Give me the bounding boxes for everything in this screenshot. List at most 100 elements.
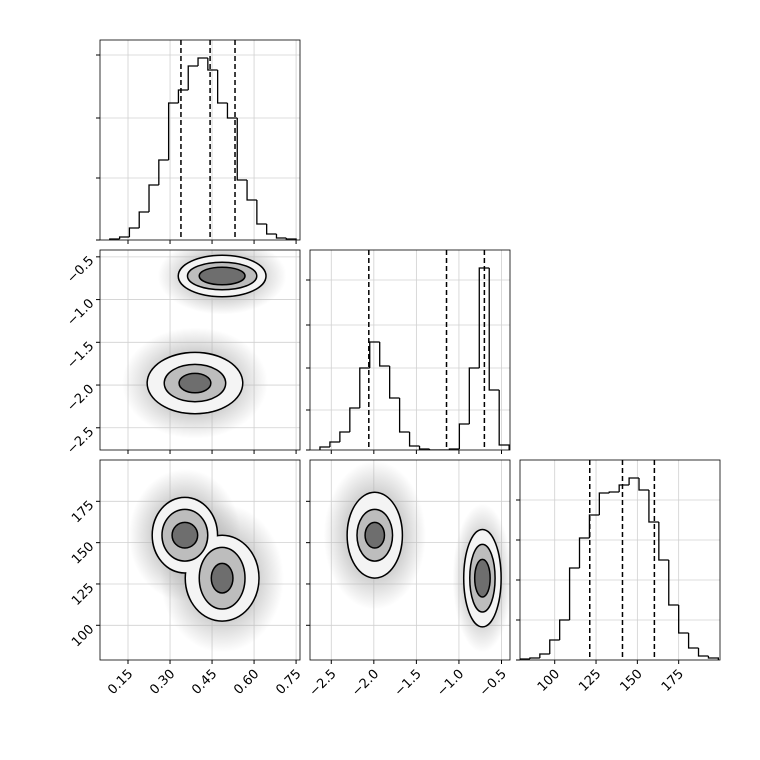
- plot-area: [122, 250, 287, 439]
- panel-frame: [99, 39, 301, 241]
- panel-frame: [309, 459, 511, 661]
- y-tick-label: −2.0: [64, 382, 97, 415]
- histogram-bar: [256, 200, 267, 225]
- histogram-bar: [588, 514, 600, 538]
- contour-fill: [365, 523, 384, 548]
- panel-frame: [309, 249, 511, 451]
- x-tick-label: −0.5: [477, 667, 510, 700]
- x-tick-label: 150: [617, 667, 645, 695]
- y-tick-label: 175: [69, 498, 97, 526]
- histogram-bar: [187, 65, 199, 90]
- histogram-bar: [648, 490, 659, 523]
- histogram-bar: [128, 227, 140, 237]
- panel: −2.5 −2.0 −1.5 −1.0 −0.5: [306, 459, 511, 700]
- histogram-bar: [339, 431, 350, 442]
- y-tick-label: −1.5: [64, 339, 97, 372]
- histogram-bar: [408, 432, 420, 447]
- histogram-bar: [369, 341, 380, 368]
- x-tick-label: 0.60: [231, 667, 262, 698]
- histogram-bar: [608, 491, 620, 493]
- x-tick-label: 0.30: [147, 667, 178, 698]
- y-tick-label: 125: [69, 581, 97, 609]
- histogram-bar: [598, 492, 610, 515]
- histogram-bar: [359, 367, 370, 408]
- histogram-bar: [398, 398, 410, 433]
- histogram-bar: [266, 224, 277, 235]
- histogram-bar: [549, 639, 560, 654]
- histogram-bar: [216, 70, 228, 104]
- histogram-bar: [618, 484, 630, 492]
- y-tick-label: −1.0: [64, 296, 97, 329]
- x-tick-label: −1.0: [434, 667, 467, 700]
- contour-fill: [200, 267, 245, 285]
- y-tick-label: 100: [69, 622, 97, 650]
- histogram-bar: [138, 211, 150, 228]
- panel: 0.15 0.30 0.45 0.60 0.75 100 125 150 175: [69, 459, 304, 698]
- x-tick-label: 0.75: [273, 667, 304, 698]
- histogram-bar: [520, 658, 530, 660]
- histogram-bar: [207, 58, 218, 71]
- histogram-bar: [707, 656, 719, 660]
- histogram-bar: [418, 446, 430, 450]
- x-tick-label: −1.5: [392, 667, 425, 700]
- histogram-bar: [236, 118, 248, 181]
- x-tick-label: −2.0: [349, 667, 382, 700]
- contour-fill: [212, 564, 233, 593]
- y-tick-label: −2.5: [64, 424, 97, 457]
- histogram-bar: [498, 390, 510, 450]
- histogram-bar: [578, 537, 590, 568]
- histogram-bar: [428, 449, 440, 450]
- histogram-bar: [158, 159, 169, 185]
- histogram-bar: [488, 268, 500, 391]
- plot-area: [319, 250, 510, 450]
- histogram-bar: [275, 234, 287, 239]
- panel: −2.5 −2.0 −1.5 −1.0 −0.5: [64, 249, 301, 457]
- histogram-bar: [628, 477, 640, 485]
- histogram-bar: [148, 184, 159, 212]
- contour-fill: [475, 560, 490, 597]
- plot-area: [323, 460, 510, 653]
- histogram-bar: [379, 342, 390, 367]
- histogram-bar: [177, 89, 189, 103]
- histogram-bar: [539, 653, 550, 658]
- histogram-bar: [478, 267, 490, 368]
- histogram-bar: [167, 102, 179, 160]
- histogram-bar: [118, 236, 130, 239]
- histogram-bar: [468, 367, 480, 424]
- histogram-bar: [319, 446, 330, 450]
- panel-frame: [519, 459, 721, 661]
- histogram-bar: [678, 605, 689, 634]
- y-tick-label: 150: [69, 539, 97, 567]
- panel-frame: [99, 249, 301, 451]
- panel: 100 125 150 175: [516, 459, 721, 695]
- histogram-bar: [246, 180, 257, 201]
- histogram-bar: [226, 103, 238, 119]
- plot-area: [520, 460, 719, 660]
- histogram-bar: [568, 567, 580, 620]
- x-tick-label: 0.45: [189, 667, 220, 698]
- panel: [306, 249, 511, 454]
- histogram-bar: [349, 407, 360, 432]
- histogram-bar: [668, 560, 679, 606]
- histogram-bar: [285, 238, 297, 240]
- histogram-bar: [658, 522, 669, 561]
- x-tick-label: 125: [576, 667, 604, 695]
- histogram-bar: [687, 633, 699, 649]
- contour-fill: [172, 523, 197, 548]
- y-tick-label: −0.5: [64, 254, 97, 287]
- histogram-bar: [458, 423, 470, 449]
- histogram-bar: [638, 478, 649, 491]
- plot-area: [109, 40, 297, 240]
- panel: [96, 39, 301, 244]
- x-tick-label: 100: [535, 667, 563, 695]
- histogram-bar: [529, 657, 540, 659]
- x-tick-label: −2.5: [307, 667, 340, 700]
- plot-area: [128, 469, 284, 653]
- x-tick-label: 175: [659, 667, 687, 695]
- histogram-bar: [329, 441, 340, 447]
- x-tick-label: 0.15: [105, 667, 136, 698]
- histogram-bar: [389, 366, 400, 399]
- histogram-bar: [697, 648, 709, 657]
- histogram-bar: [559, 619, 570, 640]
- contour-fill: [179, 374, 211, 393]
